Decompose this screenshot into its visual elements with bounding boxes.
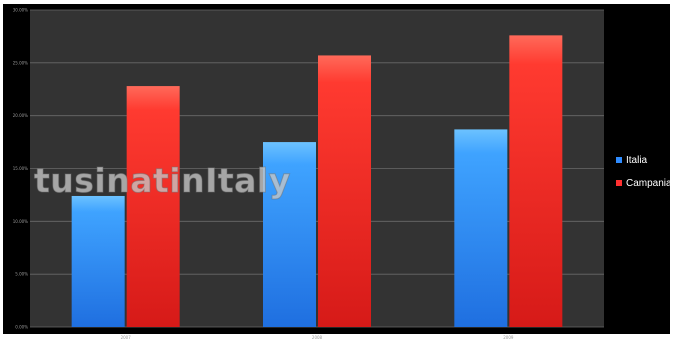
x-tick-label: 2007 [121,335,132,340]
y-tick-label: 15.00% [13,166,28,171]
bars [71,35,563,328]
y-tick-label: 20.00% [13,113,28,118]
bar-campania-2007 [126,86,180,327]
legend-swatch [616,157,622,163]
y-axis-labels: 0.00% 5.00% 10.00% 15.00% 20.00% 25.00% 30.00% [13,8,28,330]
bar-italia-2009 [454,129,508,327]
bar-italia-2008 [263,142,316,327]
y-tick-label: 30.00% [13,8,28,13]
y-tick-label: 0.00% [15,325,28,330]
watermark-text: tusinatinItaly [34,161,291,200]
y-tick-label: 25.00% [13,60,28,65]
x-axis-labels: 2007 2008 2009 [121,335,514,340]
y-tick-label: 5.00% [15,272,28,277]
gridlines [30,9,604,328]
bar-campania-2009 [509,35,563,328]
legend-label: Campania [626,178,672,189]
legend: Italia Campania [616,155,672,189]
bar-campania-2008 [318,55,371,327]
legend-swatch [616,180,622,186]
bar-italia-2007 [71,195,125,327]
y-tick-label: 10.00% [13,219,28,224]
legend-label: Italia [626,155,648,166]
x-tick-label: 2009 [503,335,514,340]
x-tick-label: 2008 [312,335,323,340]
